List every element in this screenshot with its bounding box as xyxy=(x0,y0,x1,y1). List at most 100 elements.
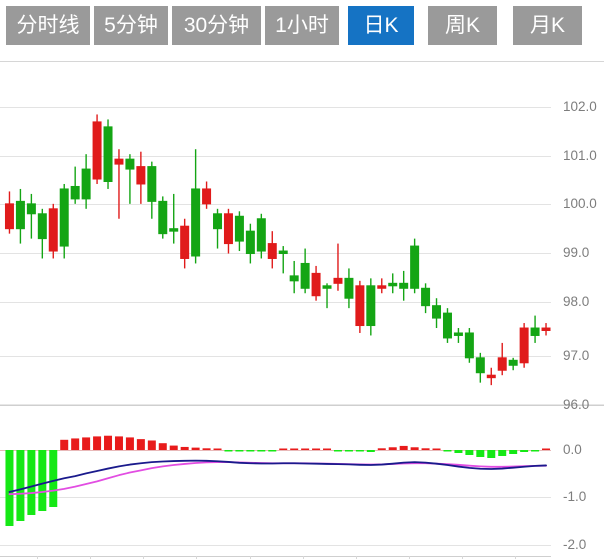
macd-hist-bar-7 xyxy=(82,437,91,450)
timeframe-tab-1[interactable]: 5分钟 xyxy=(94,6,168,45)
candle-body-44 xyxy=(486,374,496,379)
candle-body-30 xyxy=(333,277,343,284)
candle-body-18 xyxy=(202,188,212,205)
candle-body-11 xyxy=(125,158,135,170)
macd-hist-bar-18 xyxy=(202,448,211,450)
candle-body-24 xyxy=(267,243,277,259)
macd-hist-bar-23 xyxy=(257,450,266,452)
candle-48 xyxy=(530,315,540,343)
price-axis-label-4: 98.0 xyxy=(563,294,590,309)
candle-29 xyxy=(322,283,332,309)
macd-hist-bar-16 xyxy=(180,446,189,450)
macd-hist-bar-14 xyxy=(158,443,167,450)
candle-5 xyxy=(59,183,69,259)
macd-hist-bar-4 xyxy=(49,450,58,507)
candle-10 xyxy=(114,149,124,219)
macd-hist-bar-37 xyxy=(410,447,419,450)
candle-32 xyxy=(355,280,365,333)
price-axis-label-2: 100.0 xyxy=(563,196,597,211)
macd-axis-label-2: -2.0 xyxy=(563,537,587,552)
macd-hist-bar-22 xyxy=(246,450,255,452)
macd-hist-bar-5 xyxy=(60,439,69,450)
candle-1 xyxy=(15,188,25,244)
candle-9 xyxy=(103,119,113,189)
macd-hist-bar-15 xyxy=(169,445,178,450)
candle-31 xyxy=(344,268,354,309)
candle-47 xyxy=(519,323,529,368)
candle-body-38 xyxy=(421,287,431,307)
macd-hist-bar-17 xyxy=(191,447,200,450)
candle-2 xyxy=(26,193,36,239)
macd-hist-bar-10 xyxy=(114,436,123,450)
candle-body-23 xyxy=(256,218,266,252)
macd-hist-bar-49 xyxy=(542,448,551,450)
candle-35 xyxy=(388,273,398,294)
macd-chart-panel xyxy=(0,420,604,559)
candle-body-41 xyxy=(453,332,463,336)
candle-33 xyxy=(366,278,376,336)
candle-body-32 xyxy=(355,285,365,327)
price-chart-panel xyxy=(0,61,604,406)
timeframe-tab-3[interactable]: 1小时 xyxy=(265,6,339,45)
timeframe-tab-0[interactable]: 分时线 xyxy=(6,6,90,45)
candle-body-12 xyxy=(136,166,146,185)
macd-hist-bar-19 xyxy=(213,448,222,450)
candle-body-8 xyxy=(92,121,102,180)
timeframe-tab-bar: 分时线 5分钟 30分钟 1小时 日K 周K 月K xyxy=(0,0,604,52)
macd-hist-bar-28 xyxy=(312,448,321,450)
candle-20 xyxy=(223,208,233,254)
macd-hist-bar-48 xyxy=(531,450,540,452)
price-axis-label-0: 102.0 xyxy=(563,99,597,114)
candle-3 xyxy=(37,208,47,259)
timeframe-tab-6[interactable]: 月K xyxy=(513,6,582,45)
macd-hist-bar-13 xyxy=(147,440,156,450)
candle-body-43 xyxy=(475,357,485,374)
candlestick-plot xyxy=(0,61,604,406)
candle-body-46 xyxy=(508,359,518,366)
timeframe-tab-5[interactable]: 周K xyxy=(428,6,497,45)
candle-body-4 xyxy=(48,208,58,252)
timeframe-tab-4[interactable]: 日K xyxy=(348,6,414,45)
macd-hist-bar-44 xyxy=(487,450,496,458)
candle-body-40 xyxy=(442,312,452,339)
candle-41 xyxy=(453,328,463,343)
macd-hist-bar-0 xyxy=(5,450,14,526)
candle-40 xyxy=(442,308,452,343)
candle-body-27 xyxy=(300,262,310,289)
candle-body-2 xyxy=(26,203,36,215)
macd-axis-label-0: 0.0 xyxy=(563,442,582,457)
candle-28 xyxy=(311,265,321,301)
candle-7 xyxy=(81,154,91,209)
candle-43 xyxy=(475,352,485,383)
candle-44 xyxy=(486,367,496,386)
timeframe-tab-2[interactable]: 30分钟 xyxy=(172,6,261,45)
candle-body-47 xyxy=(519,327,529,364)
candle-body-28 xyxy=(311,272,321,297)
candle-30 xyxy=(333,243,343,291)
candle-body-15 xyxy=(169,228,179,232)
candle-body-26 xyxy=(289,275,299,282)
macd-hist-bar-38 xyxy=(421,448,430,450)
candle-19 xyxy=(213,208,223,249)
candle-body-1 xyxy=(15,200,25,230)
candle-body-0 xyxy=(4,203,14,230)
candle-body-29 xyxy=(322,285,332,289)
macd-hist-bar-12 xyxy=(136,439,145,450)
macd-hist-bar-45 xyxy=(498,450,507,456)
macd-hist-bar-9 xyxy=(104,435,113,450)
candle-body-45 xyxy=(497,357,507,371)
candle-body-10 xyxy=(114,158,124,165)
candle-body-34 xyxy=(377,285,387,289)
candle-8 xyxy=(92,114,102,184)
candle-27 xyxy=(300,248,310,294)
candle-body-37 xyxy=(410,245,420,289)
candle-body-20 xyxy=(223,213,233,245)
candle-body-14 xyxy=(158,200,168,235)
macd-hist-bar-26 xyxy=(290,448,299,450)
candle-0 xyxy=(4,191,14,234)
macd-hist-bar-39 xyxy=(432,448,441,450)
macd-plot xyxy=(0,435,551,559)
macd-hist-bar-42 xyxy=(465,450,474,455)
candle-14 xyxy=(158,196,168,239)
macd-hist-bar-25 xyxy=(279,448,288,450)
